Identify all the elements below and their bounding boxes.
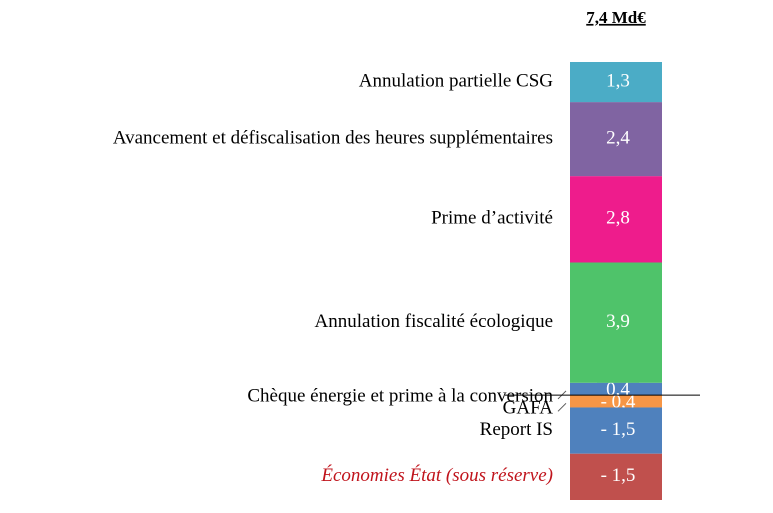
value-label: 1,3 [606,70,630,91]
bar-segment [570,262,662,383]
value-label: 3,9 [606,311,630,332]
leader-line [557,402,567,412]
category-label: Économies État (sous réserve) [320,464,553,486]
category-label: Avancement et défiscalisation des heures… [113,127,553,148]
category-label: Annulation partielle CSG [359,70,553,91]
bar-segment [570,407,662,454]
value-label: - 1,5 [601,419,636,440]
value-label: 2,4 [606,127,630,148]
value-label: 2,8 [606,208,630,229]
value-label: - 1,5 [601,465,636,486]
category-label: Chèque énergie et prime à la conversion [247,385,553,406]
value-label: - 0,4 [601,391,636,412]
category-label: Report IS [480,419,553,440]
category-label: Prime d’activité [431,208,553,229]
category-label: GAFA [503,398,554,419]
bar-segment [570,102,662,177]
bar-segment [570,453,662,500]
bar-segment [570,62,662,103]
category-label: Annulation fiscalité écologique [315,311,553,332]
bar-segment [570,176,662,263]
chart-title: 7,4 Md€ [586,8,646,27]
